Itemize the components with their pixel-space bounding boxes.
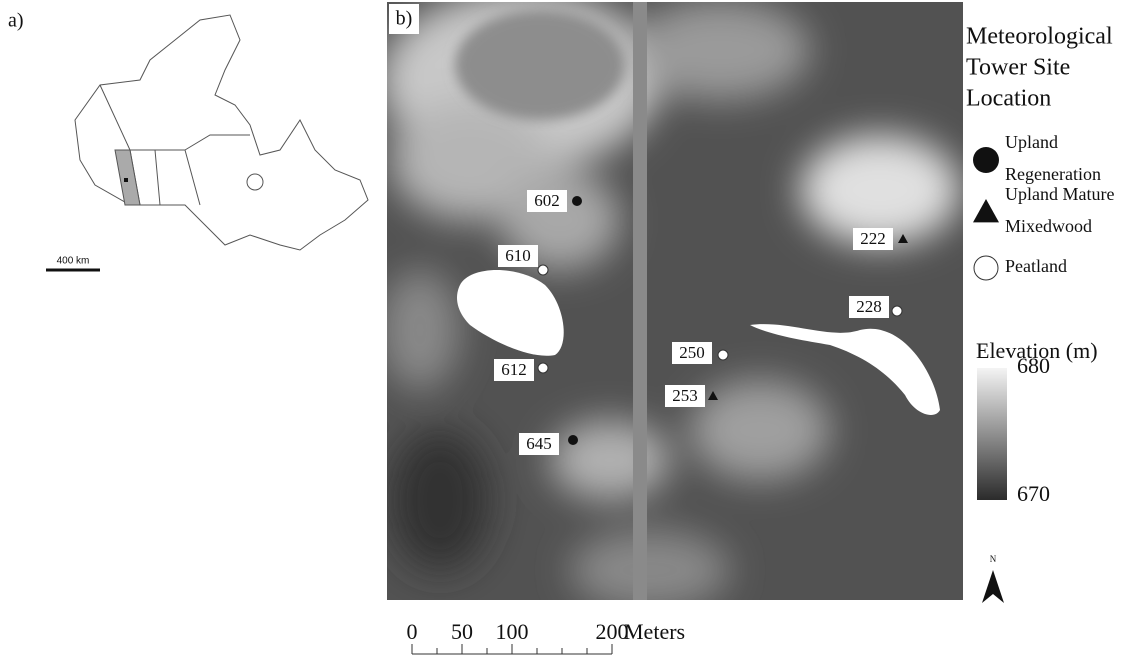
marker-regeneration (973, 147, 999, 173)
figure: a) 400 km b) 602 645 222 253 610 612 250 228 (0, 0, 1148, 664)
legend-item: Peatland (1005, 256, 1067, 276)
site-label: 250 (679, 343, 705, 362)
legend-item: Upland Mature (1005, 184, 1114, 204)
legend-title: Location (966, 86, 1051, 112)
legend-item: Regeneration (1005, 164, 1101, 184)
elevation-max: 680 (1017, 353, 1050, 378)
legend-title: Meteorological (966, 24, 1113, 50)
legend-item: Mixedwood (1005, 216, 1092, 236)
site-label: 645 (526, 434, 552, 453)
site-label: 602 (534, 191, 560, 210)
marker-peatland (892, 306, 902, 316)
marker-regeneration (572, 196, 582, 206)
marker-mixedwood (973, 199, 999, 222)
scale-bar-unit: Meters (624, 619, 685, 644)
inset-scale-text: 400 km (57, 256, 90, 267)
marker-peatland (538, 363, 548, 373)
site-label: 222 (860, 229, 886, 248)
site-label: 253 (672, 386, 698, 405)
marker-peatland (538, 265, 548, 275)
marker-peatland (974, 256, 998, 280)
inset-map (75, 15, 368, 250)
legend-title: Tower Site (966, 55, 1070, 81)
panel-label: b) (396, 8, 413, 30)
elevation-min: 670 (1017, 481, 1050, 506)
scale-bar-label: 0 (407, 619, 418, 644)
north-arrow (982, 570, 1004, 603)
site-label: 228 (856, 297, 882, 316)
scale-bar-label: 100 (496, 619, 529, 644)
legend-item: Upland (1005, 132, 1058, 152)
site-label: 612 (501, 360, 527, 379)
marker-peatland (718, 350, 728, 360)
color-bar (977, 368, 1007, 500)
panel-label: a) (8, 10, 24, 32)
north-label: N (990, 554, 997, 564)
scale-bar-label: 50 (451, 619, 473, 644)
marker-regeneration (568, 435, 578, 445)
site-label: 610 (505, 246, 531, 265)
